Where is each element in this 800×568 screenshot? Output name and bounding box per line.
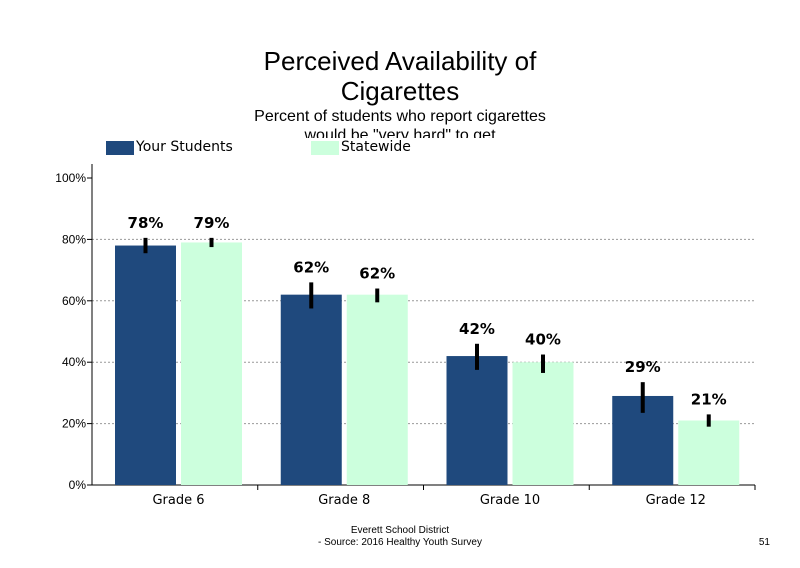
bar-your-students (115, 245, 176, 485)
legend-swatch-your-students (106, 141, 134, 155)
data-label: 79% (194, 214, 230, 232)
data-label: 42% (459, 320, 495, 338)
legend-label-your-students: Your Students (136, 139, 233, 155)
y-tick-label: 40% (62, 355, 86, 369)
y-tick-label: 0% (69, 478, 87, 492)
bar-your-students (446, 356, 508, 485)
y-tick-label: 80% (62, 232, 86, 246)
bar-statewide (181, 242, 242, 485)
chart-title-line1: Perceived Availability of (263, 46, 537, 76)
x-category-label: Grade 8 (318, 493, 370, 508)
y-tick-label: 20% (62, 417, 86, 431)
x-category-label: Grade 12 (646, 493, 706, 508)
bar-your-students (280, 294, 342, 485)
footer-source: - Source: 2016 Healthy Youth Survey (318, 537, 482, 548)
x-category-label: Grade 6 (152, 493, 204, 508)
x-category-label: Grade 10 (480, 493, 540, 508)
page-number: 51 (758, 537, 770, 548)
data-label: 29% (625, 358, 661, 376)
bar-statewide (346, 294, 408, 485)
chart-subtitle-line2: would be "very hard" to get (304, 127, 496, 138)
legend-swatch-statewide (311, 141, 339, 155)
bar-statewide (512, 362, 574, 485)
data-label: 21% (691, 390, 727, 408)
footer-district: Everett School District (350, 525, 450, 536)
legend-label-statewide: Statewide (341, 139, 411, 155)
chart-title-line2: Cigarettes (340, 76, 460, 106)
y-tick-label: 100% (55, 171, 86, 185)
data-label: 78% (128, 214, 164, 232)
y-tick-label: 60% (62, 294, 86, 308)
chart-subtitle-line1: Percent of students who report cigarette… (254, 108, 546, 125)
bar-statewide (678, 420, 740, 485)
data-label: 62% (359, 265, 395, 283)
data-label: 62% (293, 258, 329, 276)
data-label: 40% (525, 331, 561, 349)
